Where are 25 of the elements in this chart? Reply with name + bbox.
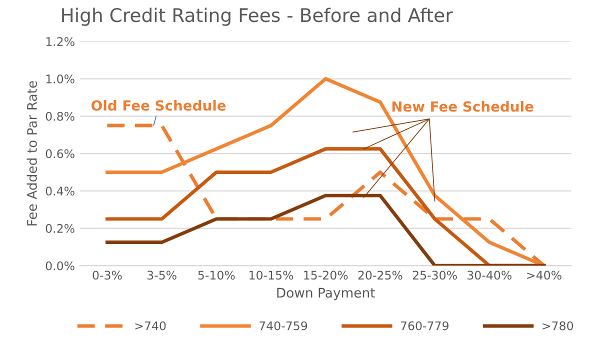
x-tick-label: 5-10% [198,270,235,280]
y-tick-label: 0.4% [46,186,74,196]
y-tick-label: 1.0% [46,74,74,84]
x-axis-title: Down Payment [277,288,375,300]
legend-label: >740 [135,321,166,330]
legend-label: 740-759 [260,321,308,330]
legend-label: 760-779 [400,321,448,330]
y-tick-label: 0.8% [46,112,74,121]
x-tick-label: 3-5% [147,270,176,280]
y-tick-label: 0.6% [46,149,74,158]
x-tick-label: 25-30% [412,270,457,280]
legend-label: >780 [542,321,574,330]
y-tick-label: 0.0% [46,261,74,270]
y-axis-title: Fee Added to Par Rate [26,81,37,226]
y-tick-label: 1.2% [46,37,74,46]
x-tick-label: 15-20% [304,270,348,280]
annotation: New Fee Schedule [392,101,534,112]
y-tick-label: 0.2% [46,224,74,233]
x-tick-label: 10-15% [250,270,294,280]
x-tick-label: 30-40% [468,270,512,280]
annotation: Old Fee Schedule [92,100,226,111]
x-tick-label: 20-25% [358,270,402,280]
chart-title: High Credit Rating Fees - Before and After [62,8,453,26]
x-tick-label: 0-3% [92,270,122,280]
x-tick-label: >40% [527,270,562,280]
